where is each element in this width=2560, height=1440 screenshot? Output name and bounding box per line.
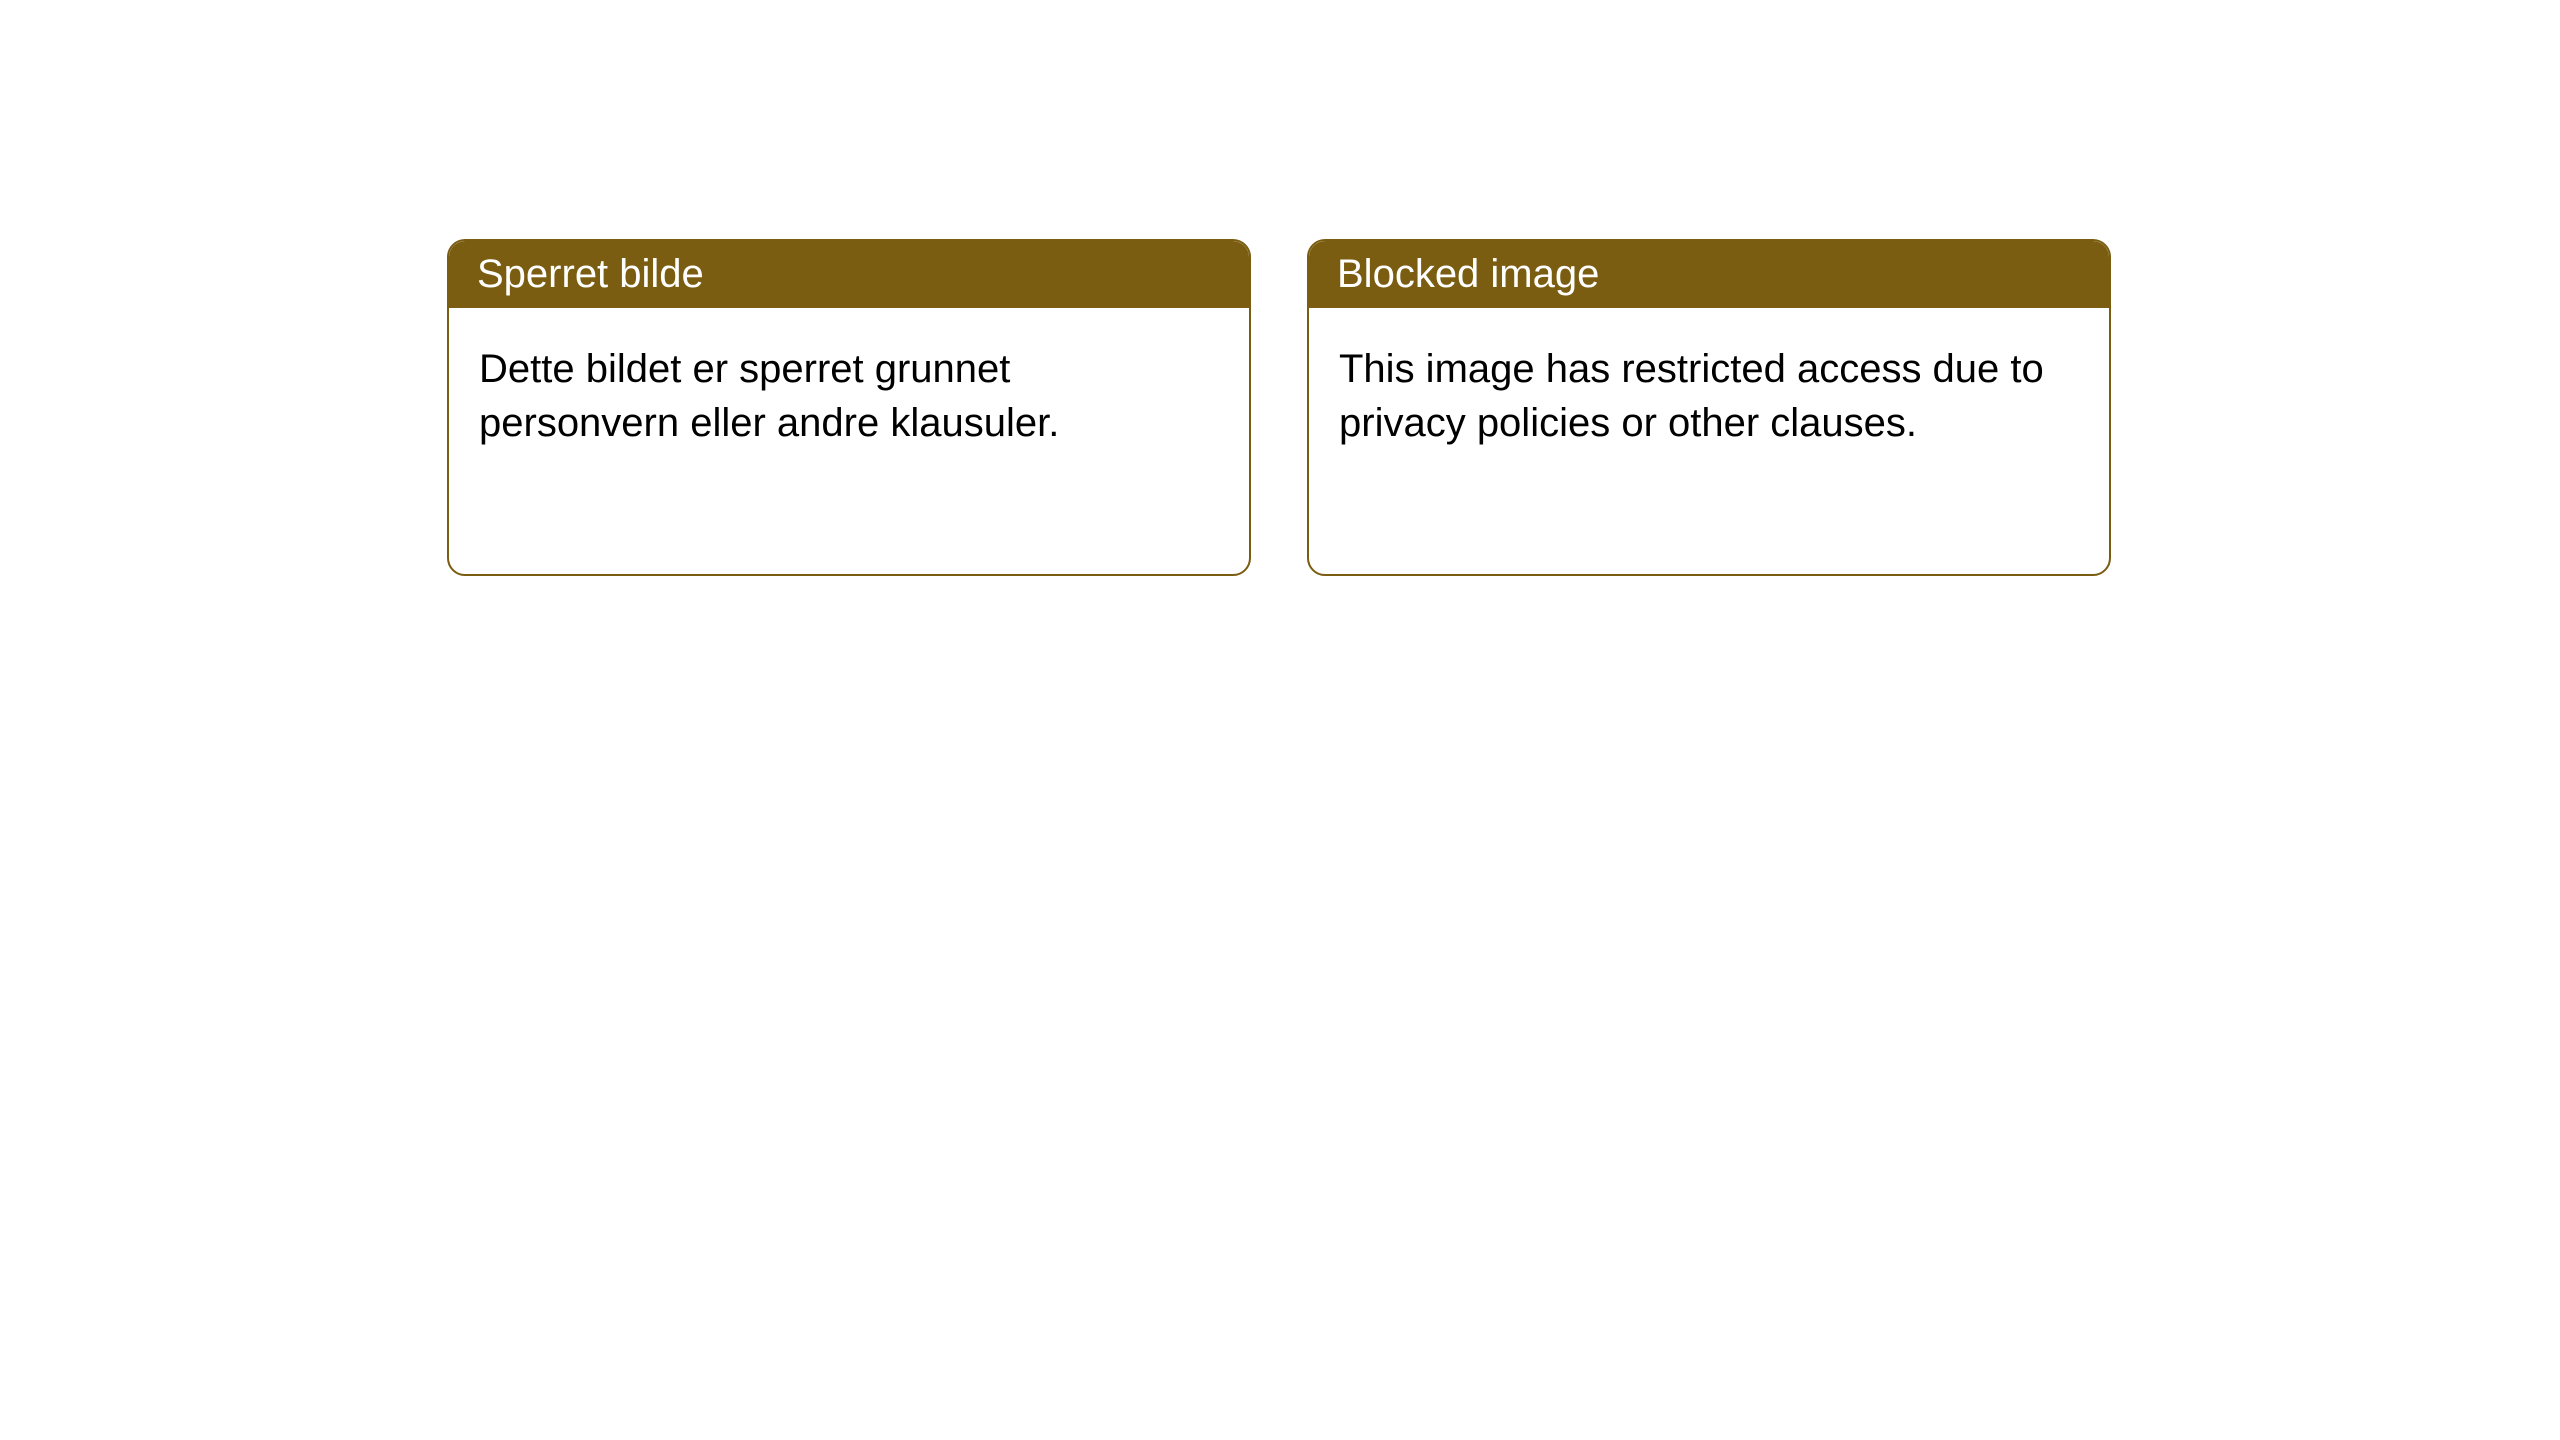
card-body-english: This image has restricted access due to … [1309,308,2109,484]
notice-card-english: Blocked image This image has restricted … [1307,239,2111,576]
card-body-norwegian: Dette bildet er sperret grunnet personve… [449,308,1249,484]
card-header-english: Blocked image [1309,241,2109,308]
notice-card-norwegian: Sperret bilde Dette bildet er sperret gr… [447,239,1251,576]
notice-cards-container: Sperret bilde Dette bildet er sperret gr… [447,239,2560,576]
card-header-norwegian: Sperret bilde [449,241,1249,308]
